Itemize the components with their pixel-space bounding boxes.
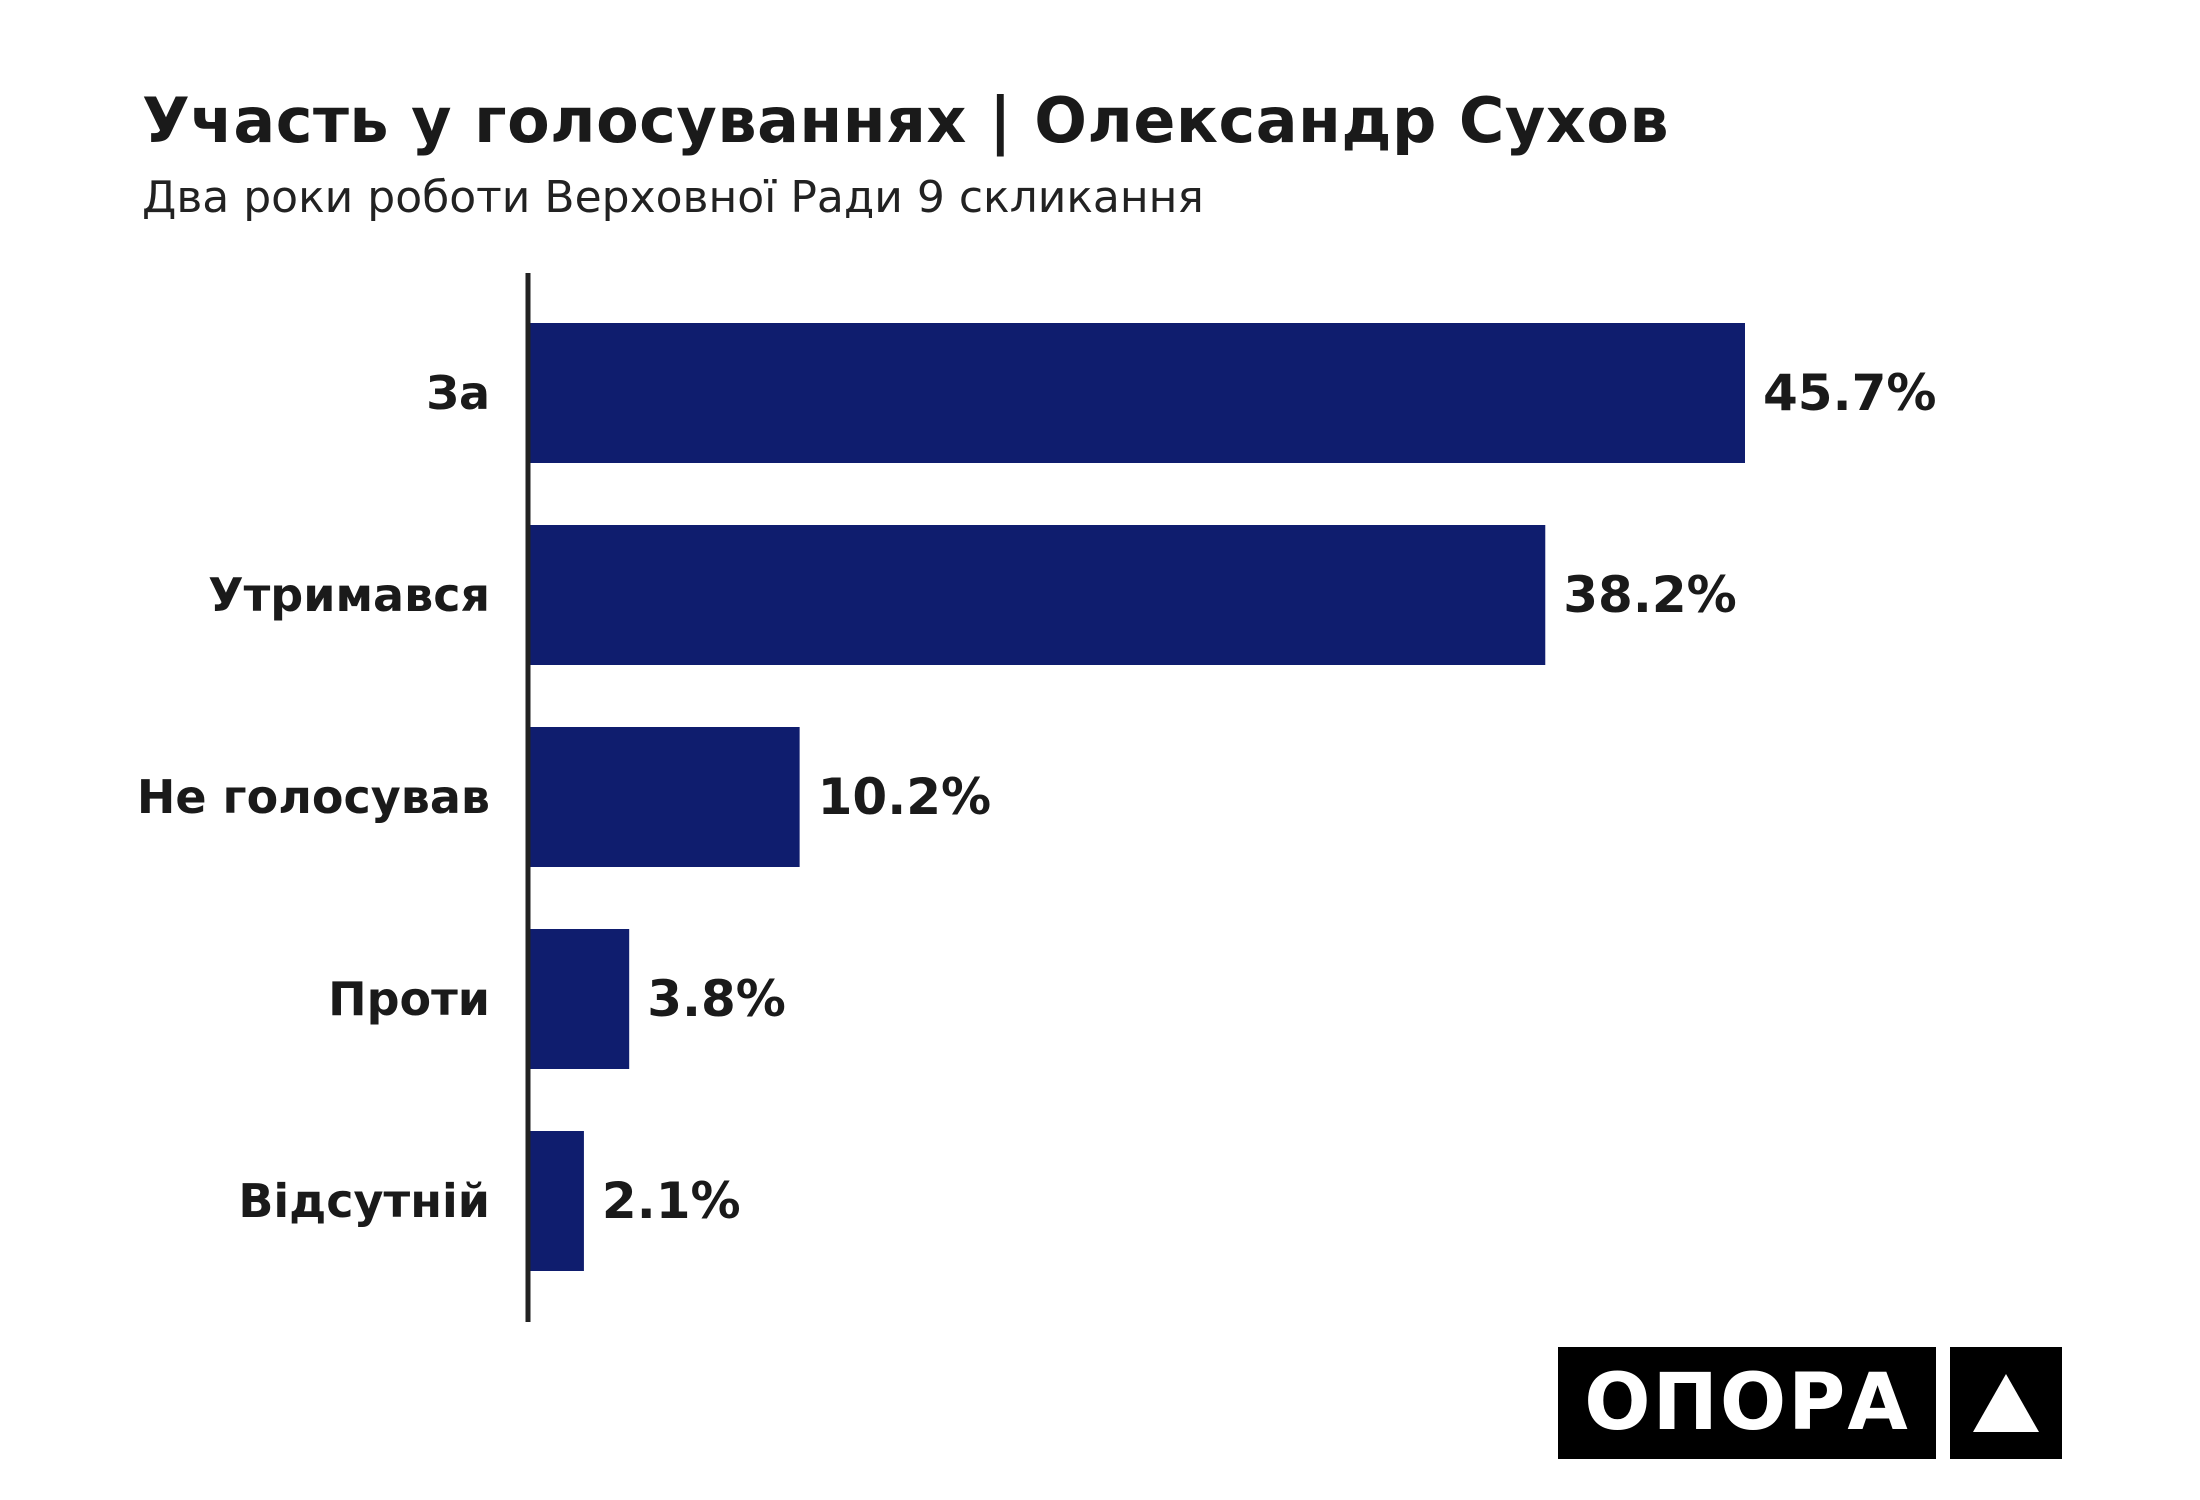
bar — [528, 1131, 584, 1271]
bar — [528, 929, 630, 1069]
chart-subtitle: Два роки роботи Верховної Ради 9 скликан… — [142, 172, 1204, 223]
value-label: 3.8% — [647, 970, 786, 1028]
category-label: Проти — [328, 972, 490, 1026]
bar — [528, 727, 800, 867]
bar — [528, 323, 1745, 463]
category-label: Утримався — [208, 568, 490, 622]
chart-title: Участь у голосуваннях | Олександр Сухов — [142, 84, 1670, 157]
logo-wordmark: ОПОРА — [1558, 1347, 1936, 1459]
bar — [528, 525, 1546, 665]
bars-group: За 45.7% Утримався 38.2% Не голосував 10.2% Пр… — [137, 323, 1936, 1271]
value-label: 2.1% — [602, 1172, 741, 1230]
opora-logo: ОПОРА — [1558, 1347, 2062, 1459]
value-label: 45.7% — [1763, 364, 1936, 422]
category-label: Відсутній — [238, 1174, 490, 1228]
value-label: 10.2% — [818, 768, 991, 826]
category-label: За — [426, 366, 490, 420]
triangle-icon — [1950, 1347, 2062, 1459]
category-label: Не голосував — [137, 770, 490, 824]
value-label: 38.2% — [1563, 566, 1736, 624]
